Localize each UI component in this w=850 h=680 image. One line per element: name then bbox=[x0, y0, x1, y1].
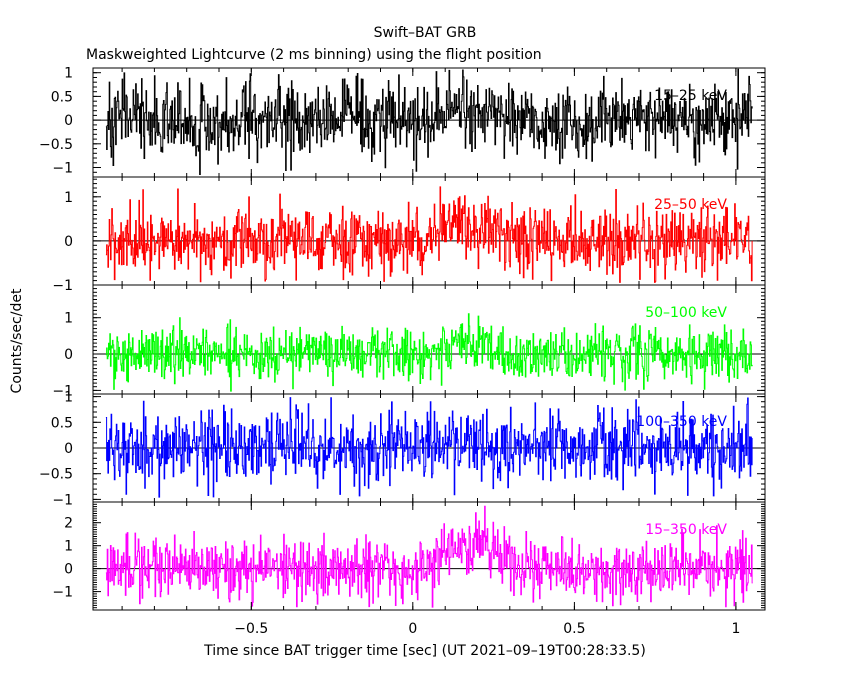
band-label: 15–25 keV bbox=[654, 88, 727, 104]
band-label: 15–350 keV bbox=[645, 522, 727, 538]
series-25-50-kev bbox=[105, 186, 753, 283]
x-tick-label: 1 bbox=[731, 621, 740, 637]
panel-15-350-kev: 15–350 keV −1 0 1 2 bbox=[52, 501, 766, 611]
x-axis-label: Time since BAT trigger time [sec] (UT 20… bbox=[203, 643, 646, 659]
y-tick-label: 0 bbox=[64, 562, 73, 578]
panel-50-100-kev: 50–100 keV −1 0 1 bbox=[52, 284, 766, 399]
series-15-25-kev bbox=[105, 68, 753, 175]
y-tick-label: 1 bbox=[64, 190, 73, 206]
chart-title: Swift–BAT GRB bbox=[374, 25, 477, 41]
band-label: 100–350 keV bbox=[636, 414, 727, 430]
y-tick-label: 0.5 bbox=[51, 89, 73, 105]
y-axis-label: Counts/sec/det bbox=[9, 288, 25, 393]
y-tick-label: 1 bbox=[64, 390, 73, 406]
y-tick-label: −1 bbox=[52, 383, 73, 399]
chart-subtitle: Maskweighted Lightcurve (2 ms binning) u… bbox=[86, 47, 542, 63]
series-100-350-kev bbox=[105, 397, 753, 498]
band-label: 25–50 keV bbox=[654, 197, 727, 213]
panel-15-25-kev: 15–25 keV −1 −0.5 0 0.5 1 bbox=[39, 66, 766, 178]
y-tick-label: 1 bbox=[64, 539, 73, 555]
y-tick-label: 0 bbox=[64, 441, 73, 457]
panel-frame bbox=[92, 501, 766, 611]
band-label: 50–100 keV bbox=[645, 305, 727, 321]
y-tick-label: 0 bbox=[64, 347, 73, 363]
y-tick-label: 1 bbox=[64, 66, 73, 82]
panel-100-350-kev: 100–350 keV −1 −0.5 0 0.5 1 bbox=[39, 390, 766, 508]
y-tick-label: 2 bbox=[64, 516, 73, 532]
x-axis: −0.5 0 0.5 1 bbox=[234, 621, 740, 637]
y-tick-label: −1 bbox=[52, 278, 73, 294]
y-tick-label: −0.5 bbox=[39, 137, 73, 153]
y-tick-label: 1 bbox=[64, 311, 73, 327]
x-tick-label: −0.5 bbox=[234, 621, 268, 637]
y-tick-label: −1 bbox=[52, 585, 73, 601]
y-tick-label: 0.5 bbox=[51, 415, 73, 431]
panel-25-50-kev: 25–50 keV −1 0 1 bbox=[52, 176, 766, 294]
x-tick-label: 0.5 bbox=[563, 621, 585, 637]
y-tick-label: −1 bbox=[52, 161, 73, 177]
y-tick-label: −0.5 bbox=[39, 467, 73, 483]
y-tick-label: 0 bbox=[64, 113, 73, 129]
series-50-100-kev bbox=[105, 313, 753, 392]
y-tick-label: 0 bbox=[64, 234, 73, 250]
series-15-350-kev bbox=[105, 505, 753, 608]
x-tick-label: 0 bbox=[408, 621, 417, 637]
y-tick-label: −1 bbox=[52, 492, 73, 508]
